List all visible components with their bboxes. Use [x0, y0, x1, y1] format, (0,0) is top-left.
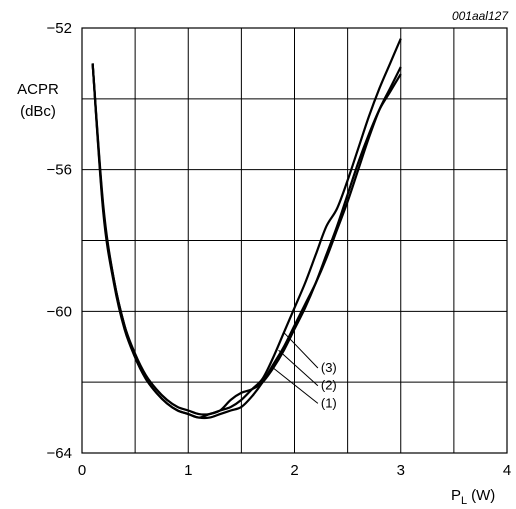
grid-lines [82, 28, 507, 453]
x-tick-label: 4 [503, 462, 511, 479]
callout-label: (1) [321, 395, 337, 410]
callout-leader [278, 349, 319, 387]
figure-code: 001aal127 [452, 9, 509, 23]
callout-label: (2) [321, 378, 337, 393]
y-axis-label-line2: (dBc) [20, 103, 56, 120]
x-tick-label: 0 [78, 462, 86, 479]
x-tick-labels: 0 1 2 3 4 [78, 462, 511, 479]
series-lines [91, 38, 402, 420]
y-tick-label: −64 [47, 445, 72, 462]
callout-leader [272, 367, 319, 404]
y-tick-label: −56 [47, 162, 72, 179]
y-tick-label: −52 [47, 20, 72, 37]
y-tick-label: −60 [47, 303, 72, 320]
x-axis-label-main: P [451, 487, 461, 504]
callout-label: (3) [321, 360, 337, 375]
series-callouts: (3) (2) (1) [272, 332, 337, 410]
callout-leader [283, 332, 319, 369]
x-axis-label-sub: L [461, 495, 467, 507]
series-line-2 [91, 63, 402, 419]
x-tick-label: 2 [290, 462, 298, 479]
y-axis-label-line1: ACPR [17, 81, 59, 98]
x-axis-label: PL (W) [451, 487, 495, 507]
x-tick-label: 3 [397, 462, 405, 479]
y-tick-labels: −64 −60 −56 −52 [47, 20, 72, 462]
plot-frame [81, 27, 508, 454]
x-axis-label-unit: (W) [471, 487, 495, 504]
series-line-3 [91, 38, 402, 416]
x-tick-label: 1 [184, 462, 192, 479]
